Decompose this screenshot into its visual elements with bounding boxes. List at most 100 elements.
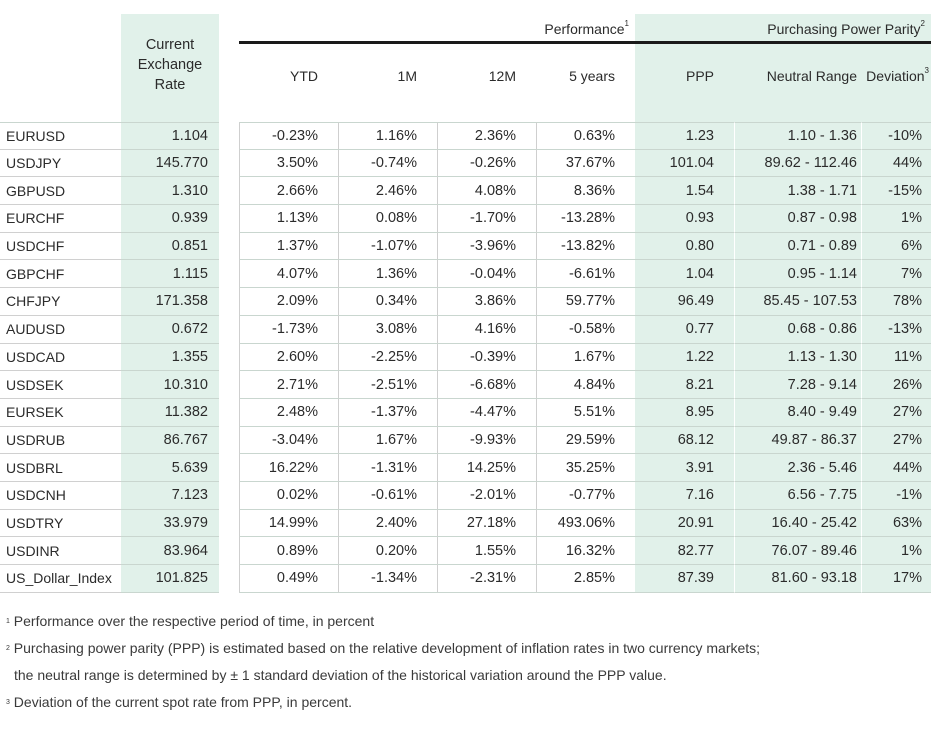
deviation-cell: 11% (861, 343, 931, 372)
table-row: GBPCHF 1.115 4.07% 1.36% -0.04% -6.61% 1.04 0.9… (0, 260, 931, 289)
table-row: USDCAD 1.355 2.60% -2.25% -0.39% 1.67% 1.22 1.1… (0, 343, 931, 372)
current-rate-cell: 171.358 (121, 288, 219, 316)
1m-cell: -0.74% (338, 149, 437, 178)
deviation-cell: -13% (861, 315, 931, 344)
current-rate-header-line2: Exchange (137, 57, 203, 73)
5y-cell: 59.77% (536, 288, 635, 316)
pair-name: USDINR (0, 537, 121, 565)
deviation-cell: 63% (861, 509, 931, 538)
ytd-cell: -1.73% (239, 315, 338, 344)
ppp-cell: 101.04 (635, 149, 734, 178)
pair-name: USDRUB (0, 427, 121, 455)
footnote-1-mark: 1 (6, 618, 10, 625)
12m-cell: 4.16% (437, 315, 536, 344)
footnote-2-text-line2: the neutral range is determined by ± 1 s… (14, 667, 667, 683)
ppp-group-header: Purchasing Power Parity2 (635, 14, 931, 44)
neutral-range-cell: 0.71 - 0.89 (734, 232, 861, 261)
row-spacer (219, 482, 239, 510)
current-rate-cell: 10.310 (121, 371, 219, 399)
ppp-cell: 68.12 (635, 426, 734, 455)
table-row: GBPUSD 1.310 2.66% 2.46% 4.08% 8.36% 1.54 1.38 … (0, 177, 931, 206)
1m-header: 1M (397, 68, 417, 84)
ytd-cell: 16.22% (239, 454, 338, 482)
fx-table: Current Exchange Rate Performance1 Purch… (0, 14, 931, 593)
row-spacer (219, 427, 239, 455)
deviation-cell: 6% (861, 232, 931, 261)
12m-cell: 2.36% (437, 122, 536, 150)
1m-cell: 0.34% (338, 288, 437, 316)
table-row: EURCHF 0.939 1.13% 0.08% -1.70% -13.28% 0.93 0.… (0, 205, 931, 233)
row-spacer (219, 288, 239, 316)
pair-name: GBPCHF (0, 260, 121, 289)
footnote-3-text: Deviation of the current spot rate from … (13, 694, 353, 710)
current-rate-header-line3: Rate (154, 77, 186, 93)
pair-name: USDCAD (0, 344, 121, 372)
12m-cell: -2.31% (437, 565, 536, 593)
footnote-2-continued: the neutral range is determined by ± 1 s… (6, 662, 760, 689)
5y-cell: 5.51% (536, 398, 635, 427)
footnote-3-mark: 3 (6, 699, 10, 706)
ppp-note-mark: 2 (920, 19, 925, 28)
neutral-range-cell: 0.87 - 0.98 (734, 205, 861, 233)
12m-cell: -4.47% (437, 398, 536, 427)
current-rate-cell: 101.825 (121, 565, 219, 593)
1m-cell: 0.20% (338, 537, 437, 565)
header-spacer-2 (219, 44, 239, 108)
footnote-2-text-line1: Purchasing power parity (PPP) is estimat… (13, 640, 761, 656)
1m-cell: 1.16% (338, 122, 437, 150)
ytd-cell: 0.02% (239, 481, 338, 510)
deviation-cell: -10% (861, 122, 931, 150)
12m-cell: 4.08% (437, 177, 536, 206)
pair-name: US_Dollar_Index (0, 565, 121, 593)
row-spacer (219, 565, 239, 593)
ppp-cell: 96.49 (635, 288, 734, 316)
ytd-cell: 1.13% (239, 205, 338, 233)
row-spacer (219, 344, 239, 372)
deviation-cell: 7% (861, 260, 931, 289)
12m-header: 12M (488, 68, 516, 84)
ppp-group-label: Purchasing Power Parity (767, 21, 921, 37)
12m-cell: 1.55% (437, 537, 536, 565)
neutral-range-cell: 6.56 - 7.75 (734, 481, 861, 510)
pair-name: GBPUSD (0, 177, 121, 206)
12m-cell: 14.25% (437, 454, 536, 482)
neutral-range-cell: 49.87 - 86.37 (734, 426, 861, 455)
row-spacer (219, 260, 239, 288)
neutral-range-cell: 16.40 - 25.42 (734, 509, 861, 538)
deviation-cell: 17% (861, 565, 931, 593)
5y-cell: 4.84% (536, 371, 635, 399)
ppp-cell: 8.95 (635, 398, 734, 427)
performance-group-header: Performance1 (239, 14, 635, 44)
ytd-cell: 4.07% (239, 260, 338, 289)
12m-cell: -0.26% (437, 149, 536, 178)
row-spacer (219, 399, 239, 427)
1m-cell: 0.08% (338, 205, 437, 233)
ytd-cell: 2.48% (239, 398, 338, 427)
ytd-cell: 14.99% (239, 509, 338, 538)
ppp-cell: 0.93 (635, 205, 734, 233)
1m-cell: 2.46% (338, 177, 437, 206)
neutral-range-cell: 0.68 - 0.86 (734, 315, 861, 344)
table-row: USDSEK 10.310 2.71% -2.51% -6.68% 4.84% 8.21 7.… (0, 371, 931, 399)
table-row: US_Dollar_Index 101.825 0.49% -1.34% -2.31% 2… (0, 565, 931, 593)
12m-cell: -9.93% (437, 426, 536, 455)
1m-cell: -2.25% (338, 343, 437, 372)
pair-name: USDJPY (0, 150, 121, 178)
pair-name: CHFJPY (0, 288, 121, 316)
current-rate-cell: 86.767 (121, 426, 219, 455)
ppp-cell: 8.21 (635, 371, 734, 399)
1m-cell: 3.08% (338, 315, 437, 344)
pair-name: USDSEK (0, 371, 121, 399)
deviation-cell: 44% (861, 149, 931, 178)
ppp-cell: 20.91 (635, 509, 734, 538)
1m-cell: 1.36% (338, 260, 437, 289)
current-rate-cell: 145.770 (121, 149, 219, 178)
ppp-header: PPP (635, 44, 734, 108)
performance-group-label: Performance (544, 21, 625, 37)
1m-cell: -2.51% (338, 371, 437, 399)
ytd-cell: -3.04% (239, 426, 338, 455)
table-row: USDCNH 7.123 0.02% -0.61% -2.01% -0.77% 7.16 6.… (0, 481, 931, 510)
current-rate-cell: 0.851 (121, 232, 219, 261)
5y-cell: -13.82% (536, 232, 635, 261)
footnote-2-mark: 2 (6, 645, 10, 652)
